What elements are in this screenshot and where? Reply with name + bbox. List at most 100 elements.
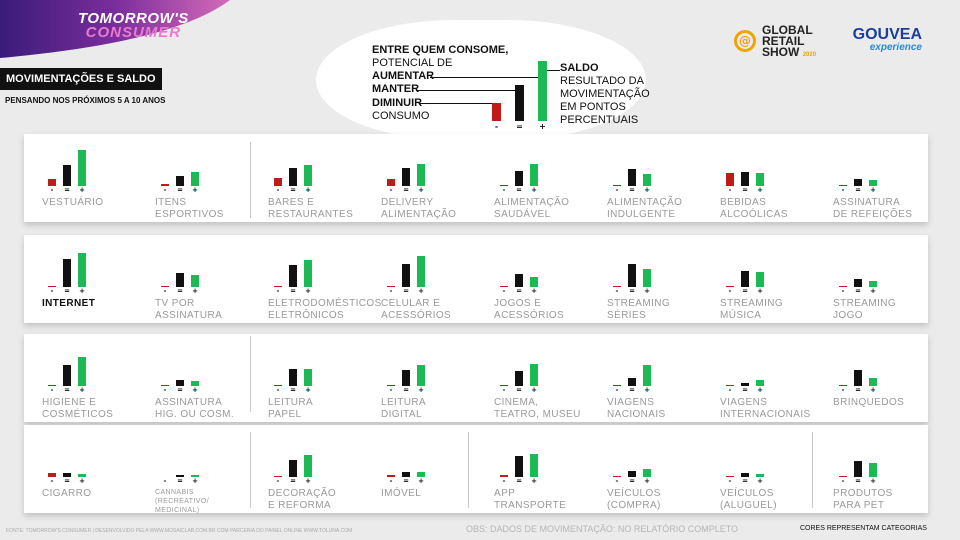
footer-cores: CORES REPRESENTAM CATEGORIAS [800, 525, 927, 532]
bar-manter [176, 273, 184, 287]
bar-group: - = + [42, 239, 102, 295]
bar-manter [176, 175, 184, 186]
legend-saldo-title: SALDO [560, 62, 599, 74]
chart-cell: - = + APP TRANSPORTE [494, 429, 607, 517]
bar-group: - = + [268, 239, 328, 295]
chart-cell: - = + ASSINATURA DE REFEIÇÕES [833, 138, 946, 226]
bar-symbol: = [742, 386, 748, 394]
bar-group: - = + [155, 338, 215, 394]
bar-symbol: = [855, 477, 861, 485]
bar-symbol: = [177, 287, 183, 295]
bar-aumentar [191, 275, 199, 287]
legend-line-saldo [546, 70, 560, 71]
bar-diminuir [839, 184, 847, 186]
bar-group: - = + [42, 138, 102, 194]
bar-symbol: = [516, 287, 522, 295]
bar-aumentar [869, 377, 877, 386]
bar-symbol: - [163, 477, 167, 485]
grs-line3: SHOW [762, 45, 800, 59]
bar-symbol: + [757, 386, 763, 394]
bar-group: - = + [155, 138, 215, 194]
at-icon: @ [734, 30, 756, 52]
bar-manter [63, 165, 71, 186]
bar-diminuir [500, 285, 508, 287]
legend-consumo: CONSUMO [372, 110, 430, 122]
bar-symbol: = [290, 477, 296, 485]
bar-aumentar [417, 471, 425, 477]
category-label: VESTUÁRIO [42, 197, 104, 208]
bar-symbol: + [192, 186, 198, 194]
bar-symbol: - [163, 386, 167, 394]
chart-cell: - = + VESTUÁRIO [42, 138, 155, 226]
legend-saldo-desc1: RESULTADO DA [560, 75, 644, 87]
bar-aumentar [756, 379, 764, 386]
bar-symbol: = [855, 186, 861, 194]
category-label: ALIMENTAÇÃO SAUDÁVEL [494, 197, 570, 220]
bar-symbol: = [177, 477, 183, 485]
bar-symbol: - [389, 186, 393, 194]
bar-symbol: = [290, 287, 296, 295]
chart-cell: - = + LEITURA PAPEL [268, 338, 381, 426]
category-label: HIGIENE E COSMÉTICOS [42, 397, 114, 420]
chart-cell: - = + VEÍCULOS (COMPRA) [607, 429, 720, 517]
category-label: VEÍCULOS (ALUGUEL) [720, 488, 777, 511]
divider [250, 432, 251, 508]
bar-symbol: + [79, 386, 85, 394]
category-label: BEBIDAS ALCOÓLICAS [720, 197, 788, 220]
bar-manter [854, 178, 862, 186]
bar-symbol: = [629, 287, 635, 295]
bar-aumentar [191, 474, 199, 477]
divider [250, 142, 251, 218]
chart-cell: - = + CIGARRO [42, 429, 155, 517]
bar-manter [854, 370, 862, 386]
bar-aumentar [643, 468, 651, 477]
chart-cell: - = + IMÓVEL [381, 429, 494, 517]
bar-symbol: = [290, 386, 296, 394]
bar-symbol: - [728, 287, 732, 295]
bar-manter [515, 274, 523, 287]
bar-symbol: = [64, 287, 70, 295]
category-label: JOGOS E ACESSÓRIOS [494, 298, 565, 321]
bar-symbol: + [531, 386, 537, 394]
bar-symbol: + [192, 287, 198, 295]
bar-group: - = + [833, 429, 893, 485]
bar-symbol: - [502, 477, 506, 485]
chart-cell: - = + ALIMENTAÇÃO INDULGENTE [607, 138, 720, 226]
bar-aumentar [417, 255, 425, 287]
bar-symbol: + [531, 287, 537, 295]
bar-symbol: = [177, 386, 183, 394]
bar-manter [515, 371, 523, 386]
bar-manter [741, 472, 749, 477]
bar-symbol: - [502, 287, 506, 295]
category-label: STREAMING MÚSICA [720, 298, 784, 321]
legend-minus: - [494, 122, 499, 131]
chart-cell: - = + TV POR ASSINATURA [155, 239, 268, 327]
bar-manter [63, 365, 71, 386]
bar-symbol: + [757, 287, 763, 295]
bar-diminuir [387, 384, 395, 386]
bar-group: - = + [494, 239, 554, 295]
chart-cell: - = + BEBIDAS ALCOÓLICAS [720, 138, 833, 226]
chart-cell: - = + PRODUTOS PARA PET [833, 429, 946, 517]
bar-group: - = + [268, 338, 328, 394]
bar-manter [289, 264, 297, 287]
bar-symbol: + [870, 287, 876, 295]
chart-cell: - = + ALIMENTAÇÃO SAUDÁVEL [494, 138, 607, 226]
bar-aumentar [530, 363, 538, 386]
bar-aumentar [304, 454, 312, 477]
bar-aumentar [304, 259, 312, 287]
divider [812, 432, 813, 508]
bar-symbol: = [403, 287, 409, 295]
category-label: VIAGENS NACIONAIS [607, 397, 666, 420]
legend-aumentar: AUMENTAR [372, 70, 435, 82]
bar-symbol: - [50, 287, 54, 295]
bar-manter [515, 456, 523, 477]
bar-symbol: = [403, 386, 409, 394]
bar-manter [628, 470, 636, 477]
bar-symbol: - [728, 186, 732, 194]
bar-diminuir [500, 474, 508, 477]
bar-aumentar [869, 280, 877, 287]
bar-symbol: - [163, 287, 167, 295]
bar-symbol: + [305, 477, 311, 485]
page-subtitle: PENSANDO NOS PRÓXIMOS 5 A 10 ANOS [5, 96, 166, 105]
